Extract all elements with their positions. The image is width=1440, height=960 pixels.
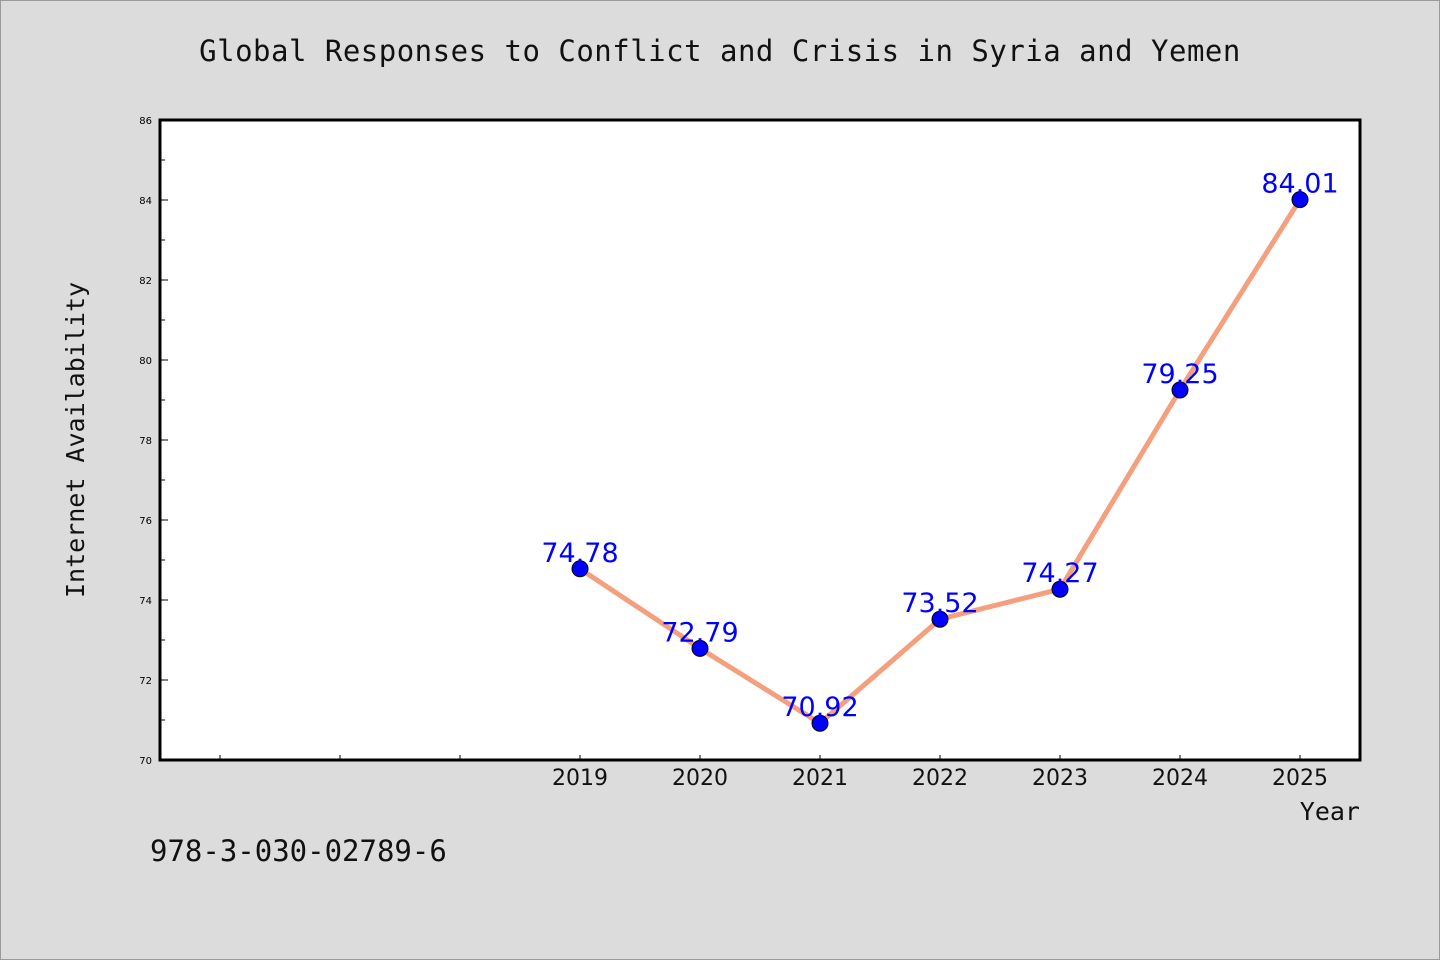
y-tick-label: 76 (139, 516, 152, 527)
plot-area (158, 118, 1362, 762)
y-tick-label: 82 (139, 276, 152, 287)
data-label-2020: 72.79 (661, 617, 738, 648)
y-tick-label: 80 (139, 356, 152, 367)
data-label-2022: 73.52 (901, 588, 978, 619)
x-tick-label: 2019 (552, 766, 608, 791)
y-tick-label: 86 (139, 116, 152, 127)
data-point-2019 (571, 560, 589, 578)
x-axis-label: Year (1300, 797, 1360, 826)
x-tick-label: 2025 (1272, 766, 1328, 791)
x-tick-label: 2024 (1152, 766, 1208, 791)
data-label-2025: 84.01 (1261, 169, 1338, 200)
data-label-2023: 74.27 (1021, 558, 1098, 589)
data-point-2023 (1051, 580, 1069, 598)
isbn-text: 978-3-030-02789-6 (150, 834, 447, 868)
data-point-2020 (691, 639, 709, 657)
data-label-2019: 74.78 (541, 538, 618, 569)
x-tick-label: 2021 (792, 766, 848, 791)
x-tick-label: 2020 (672, 766, 728, 791)
y-tick-label: 78 (139, 436, 152, 447)
x-tick-label: 2023 (1032, 766, 1088, 791)
data-point-2025 (1291, 191, 1309, 209)
y-axis-label: Internet Availability (61, 282, 90, 598)
data-point-2021 (811, 714, 829, 732)
data-point-2022 (931, 610, 949, 628)
x-tick-label: 2022 (912, 766, 968, 791)
y-tick-label: 84 (139, 196, 152, 207)
y-axis: 70 72 74 76 78 80 82 84 86 (139, 116, 168, 767)
data-labels: 74.78 72.79 70.92 73.52 74.27 79.25 84.01 (541, 169, 1338, 724)
y-tick-label: 70 (139, 756, 152, 767)
x-axis: 2019 2020 2021 2022 2023 2024 2025 (219, 755, 1328, 791)
series-markers (571, 191, 1309, 732)
data-label-2021: 70.92 (781, 692, 858, 723)
data-label-2024: 79.25 (1141, 359, 1218, 390)
chart-title: Global Responses to Conflict and Crisis … (199, 34, 1241, 68)
y-tick-label: 74 (139, 596, 152, 607)
data-point-2024 (1171, 381, 1189, 399)
y-tick-label: 72 (139, 676, 152, 687)
